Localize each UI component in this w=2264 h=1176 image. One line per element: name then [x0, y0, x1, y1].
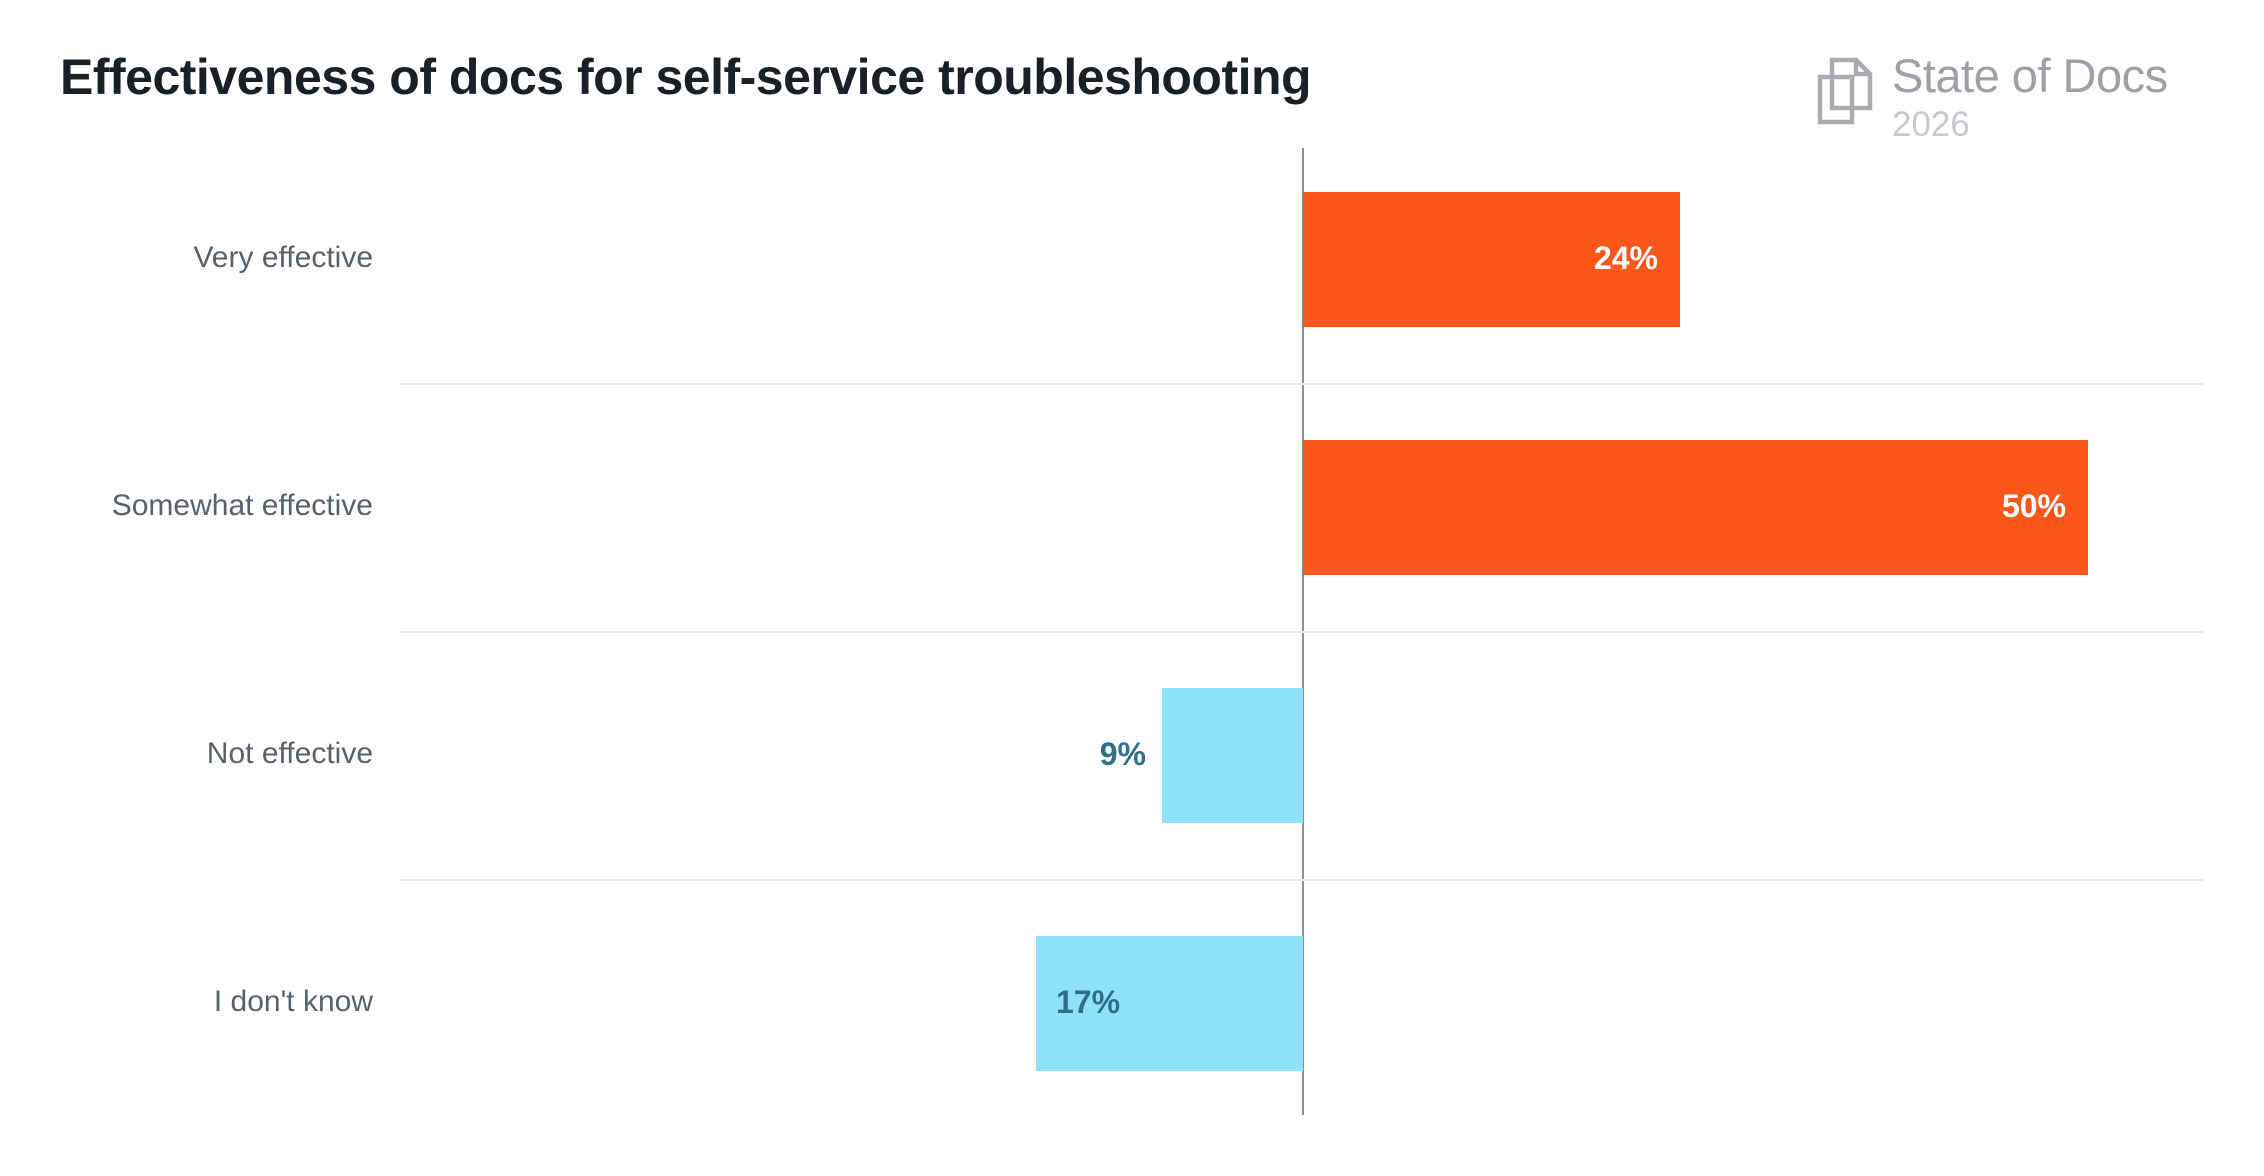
overlapping-pages-icon: [1814, 50, 1876, 126]
category-label-somewhat-effective: Somewhat effective: [111, 489, 373, 522]
chart-title: Effectiveness of docs for self-service t…: [60, 49, 1312, 105]
value-label-somewhat-effective: 50%: [2001, 488, 2066, 524]
bar-very-effective: [1303, 191, 1680, 327]
row-separator: [400, 631, 2205, 633]
row-separator: [400, 879, 2205, 881]
logo-year: 2026: [1892, 104, 1970, 144]
logo-text-block: State of Docs 2026: [1892, 50, 2168, 144]
value-label-very-effective: 24%: [1593, 240, 1658, 276]
bar-i-don-t-know: [1036, 935, 1303, 1071]
row-separator: [400, 383, 2205, 385]
category-label-very-effective: Very effective: [193, 241, 373, 274]
category-label-i-don-t-know: I don't know: [213, 985, 373, 1018]
value-label-not-effective: 9%: [1099, 736, 1146, 772]
bar-not-effective: [1162, 687, 1303, 823]
logo-name: State of Docs: [1892, 49, 2168, 102]
bar-somewhat-effective: [1303, 439, 2088, 575]
state-of-docs-logo: State of Docs 2026: [1814, 50, 2168, 144]
value-label-i-don-t-know: 17%: [1056, 984, 1121, 1020]
category-label-not-effective: Not effective: [206, 737, 373, 770]
